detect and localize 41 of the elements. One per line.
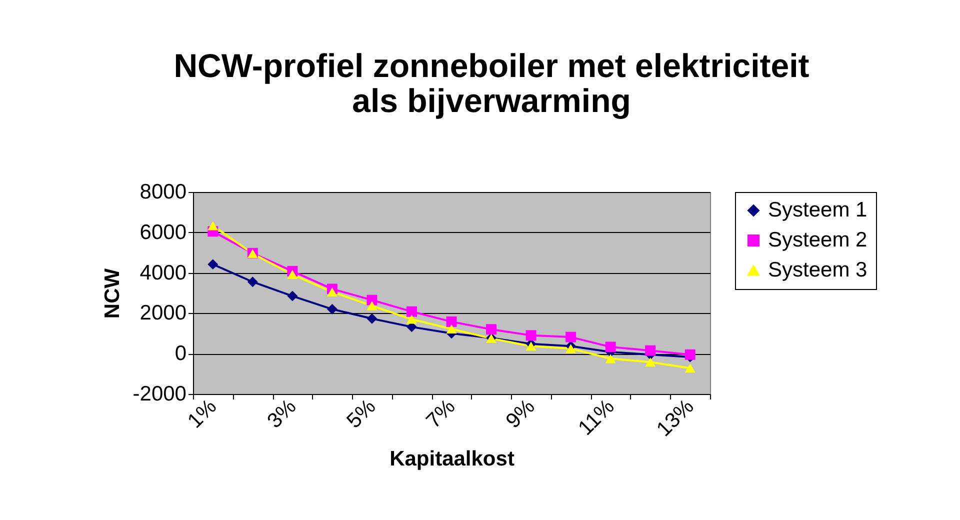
point [605, 342, 616, 352]
point [366, 313, 378, 324]
legend-label: Systeem 3 [768, 258, 868, 282]
x-tick-label: 3% [262, 395, 301, 433]
point [446, 324, 457, 334]
point [406, 306, 417, 317]
y-tick-label: 2000 [140, 302, 186, 325]
point [526, 342, 536, 351]
x-tick-label: 11% [574, 395, 619, 440]
point [605, 354, 616, 364]
point [486, 324, 497, 335]
point [326, 287, 338, 297]
y-tick-label: 8000 [140, 180, 186, 204]
y-tick-label: -2000 [132, 382, 186, 406]
point [645, 358, 656, 367]
point [287, 290, 298, 302]
x-tick-label: 5% [342, 395, 380, 433]
point [645, 345, 656, 356]
x-tick-label: 7% [422, 395, 460, 433]
y-tick-label: 0 [174, 342, 186, 366]
point [366, 294, 378, 306]
point [208, 259, 218, 270]
y-tick-label: 6000 [140, 220, 186, 244]
point [446, 316, 457, 327]
point [566, 344, 576, 354]
x-tick-label: 9% [502, 395, 540, 433]
y-tick-label: 4000 [140, 261, 186, 284]
point [406, 314, 417, 324]
point [366, 301, 378, 310]
point [566, 332, 576, 342]
y-axis-title: NCW [100, 268, 124, 319]
chart-title: NCW-profiel zonneboiler met elektriciteit als bijverwarming [174, 47, 810, 119]
point [526, 330, 536, 341]
legend-label: Systeem 2 [768, 228, 868, 252]
point [208, 221, 218, 230]
point [684, 364, 696, 373]
point [287, 270, 298, 279]
legend-label: Systeem 1 [768, 198, 868, 222]
x-axis-title: Kapitaalkost [390, 447, 514, 470]
point [326, 304, 338, 314]
point [247, 276, 258, 288]
